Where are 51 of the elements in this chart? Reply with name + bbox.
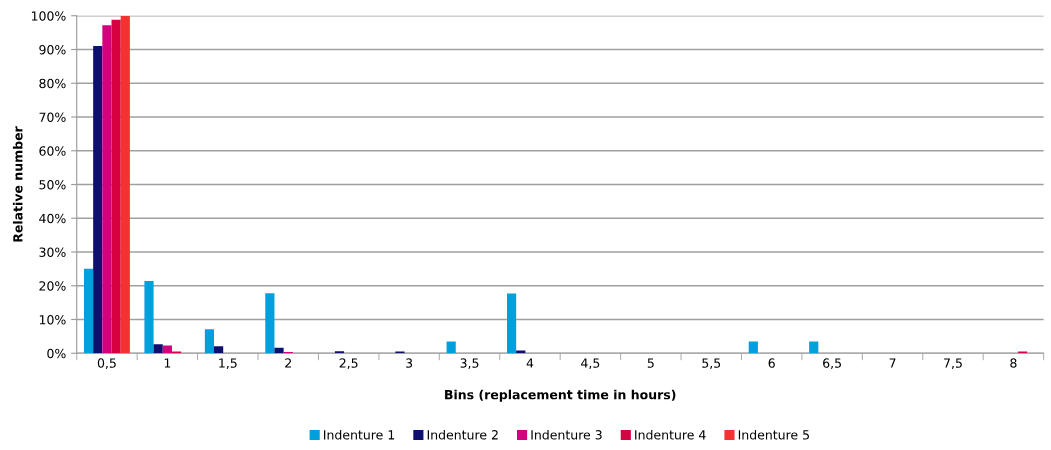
x-tick-label: 7,5 [944,358,962,370]
x-tick-label: 5,5 [702,358,721,370]
bar [446,341,456,354]
bar [153,344,163,354]
legend-label: Indenture 4 [635,429,706,440]
x-tick-label: 5 [647,358,654,368]
y-tick-label: 0% [47,348,66,359]
bar [204,329,215,354]
bar [102,25,112,354]
bar [162,345,172,354]
bar [120,15,130,354]
x-tick-label: 6 [768,358,775,368]
bar [214,346,224,354]
legend-label: Indenture 2 [427,429,498,440]
bar [144,281,154,354]
x-tick-label: 1,5 [219,358,237,370]
bar [265,293,275,354]
legend-label: Indenture 1 [324,429,395,440]
x-tick-label: 8 [1010,358,1017,368]
x-tick-label: 4 [526,358,534,368]
x-tick-label: 3,5 [460,358,479,370]
bar [748,341,758,354]
bar [274,347,284,354]
y-tick-label: 70% [39,112,66,122]
y-tick-label: 20% [39,281,66,291]
bar [809,341,819,354]
bar [111,19,121,354]
x-tick-label: 3 [406,358,413,368]
y-axis-title: Relative number [12,126,23,242]
legend-label: Indenture 5 [738,429,809,440]
y-tick-label: 60% [39,146,66,156]
x-tick-label: 7 [889,358,896,368]
y-tick-label: 50% [39,179,66,190]
y-tick-label: 100% [31,11,66,21]
x-tick-label: 0,5 [97,358,116,370]
y-tick-label: 30% [39,247,66,257]
x-axis-title: Bins (replacement time in hours) [445,389,676,402]
x-tick-label: 4,5 [581,358,600,370]
x-tick-label: 2 [285,358,291,368]
y-tick-label: 40% [39,213,66,224]
bar [83,268,94,354]
bar [334,351,345,354]
y-tick-label: 90% [39,44,66,55]
bar [507,293,517,354]
x-tick-label: 6,5 [823,358,841,370]
legend-label: Indenture 3 [531,429,602,440]
y-tick-label: 10% [39,314,66,325]
bar [93,46,103,354]
x-tick-label: 1 [164,358,171,368]
y-tick-label: 80% [39,78,66,89]
x-tick-label: 2,5 [339,358,358,370]
